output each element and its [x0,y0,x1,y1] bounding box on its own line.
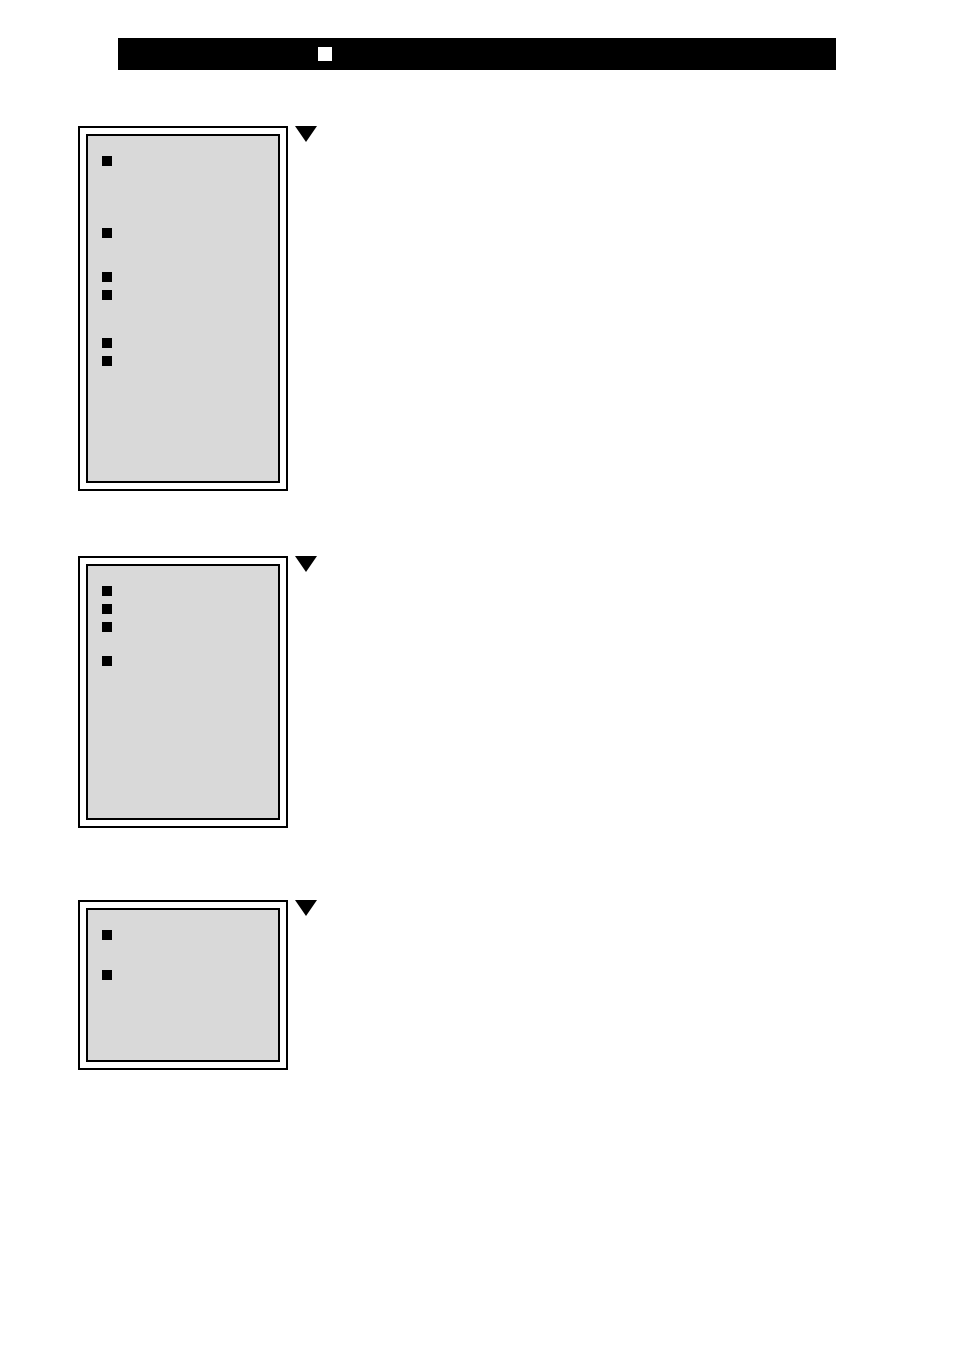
box-1-outer [78,126,288,491]
header-bar [118,38,836,70]
list-item [102,654,264,666]
list-item [102,288,264,300]
bullet-icon [102,156,112,166]
bullet-icon [102,930,112,940]
list-item [102,354,264,366]
bullet-icon [102,228,112,238]
triangle-down-icon [295,900,317,916]
list-item [102,226,264,238]
list-item [102,928,264,940]
box-1-inner [86,134,280,483]
bullet-icon [102,338,112,348]
bullet-icon [102,970,112,980]
list-item [102,154,264,166]
box-3-outer [78,900,288,1070]
box-2-outer [78,556,288,828]
triangle-down-icon [295,126,317,142]
list-item [102,602,264,614]
box-3-inner [86,908,280,1062]
list-item [102,584,264,596]
bullet-icon [102,622,112,632]
bullet-icon [102,604,112,614]
list-item [102,620,264,632]
bullet-icon [102,656,112,666]
list-item [102,270,264,282]
list-item [102,336,264,348]
page [0,0,954,1355]
bullet-icon [102,290,112,300]
header-square-icon [318,47,332,61]
bullet-icon [102,586,112,596]
box-2-inner [86,564,280,820]
triangle-down-icon [295,556,317,572]
list-item [102,968,264,980]
bullet-icon [102,272,112,282]
bullet-icon [102,356,112,366]
